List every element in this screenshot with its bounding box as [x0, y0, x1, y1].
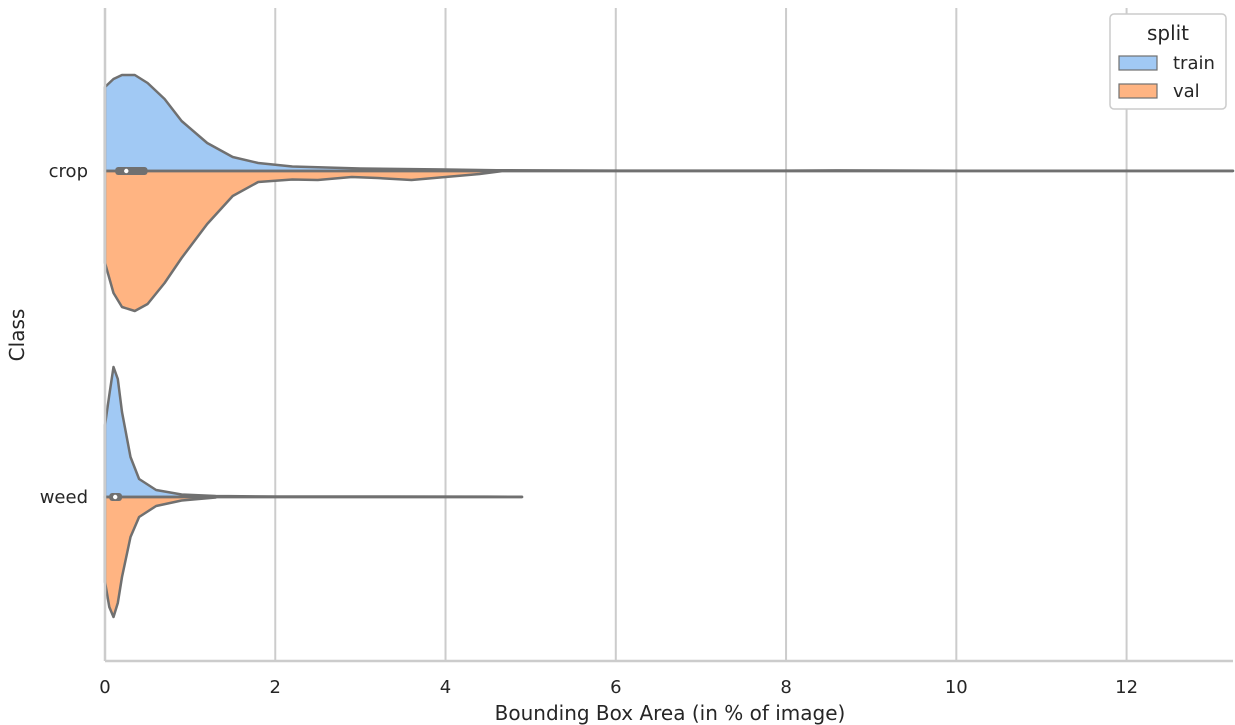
violin-weed-val [103, 495, 217, 619]
y-tick-label-crop: crop [49, 161, 88, 182]
legend-label-train: train [1173, 53, 1215, 74]
violin-weed [103, 365, 524, 619]
legend-swatch-val [1118, 83, 1158, 99]
violin-crop [103, 73, 1235, 313]
axes-frame [103, 8, 1233, 663]
y-tick-labels: crop weed [40, 161, 88, 508]
legend-swatch-train [1118, 55, 1158, 71]
x-tick-labels: 0 2 4 6 8 10 12 [99, 677, 1138, 698]
grid-lines [104, 8, 1128, 661]
x-axis-label: Bounding Box Area (in % of image) [495, 701, 846, 725]
violin-crop-val [103, 169, 503, 313]
box-crop [115, 167, 148, 175]
x-tick-label-12: 12 [1115, 677, 1138, 698]
legend-label-val: val [1173, 81, 1200, 102]
legend-title: split [1147, 21, 1189, 45]
x-tick-label-2: 2 [270, 677, 281, 698]
violins [103, 73, 1235, 619]
violin-crop-train [103, 73, 1235, 173]
violin-weed-train [103, 365, 524, 499]
x-tick-label-4: 4 [440, 677, 451, 698]
x-tick-label-0: 0 [99, 677, 110, 698]
median-weed [113, 494, 118, 500]
y-tick-label-weed: weed [40, 487, 88, 508]
x-tick-label-8: 8 [780, 677, 791, 698]
x-tick-label-6: 6 [610, 677, 621, 698]
legend: split train val [1109, 13, 1227, 110]
x-tick-label-10: 10 [945, 677, 968, 698]
y-axis-label: Class [5, 309, 29, 362]
median-crop [124, 168, 129, 174]
